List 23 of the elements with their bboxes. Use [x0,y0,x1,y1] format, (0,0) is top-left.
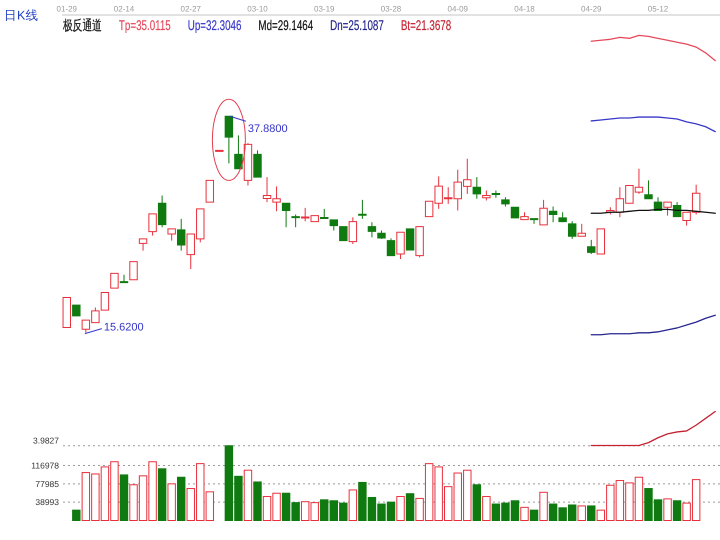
y-tick-label: 116978 [31,460,60,470]
x-tick-label: 03-10 [247,4,268,14]
annotation: 37.8800 [248,123,288,136]
x-tick-label: 02-27 [180,4,202,14]
annotation: 15.6200 [104,321,144,334]
y-tick-label: 38993 [35,497,60,508]
x-tick-label: 05-12 [648,4,669,14]
legend-item: 极反通道 [63,17,102,34]
chart-title: 日K线 [4,8,38,22]
x-tick-label: 04-29 [581,4,602,14]
legend-item: Dn=25.1087 [330,17,384,34]
legend-item: Md=29.1464 [258,17,314,34]
x-tick-label: 01-29 [56,4,78,14]
y-tick-label: 77985 [35,478,60,489]
x-tick-label: 03-28 [380,4,402,14]
legend-item: Up=32.3046 [188,17,242,34]
x-tick-label: 03-19 [314,4,336,14]
x-tick-label: 04-18 [514,4,536,14]
x-tick-label: 04-09 [448,4,469,14]
legend-item: Tp=35.0115 [118,17,171,34]
legend-item: Bt=21.3678 [400,17,452,34]
text: 3.9827 [33,436,60,446]
x-tick-label: 02-14 [114,4,135,14]
